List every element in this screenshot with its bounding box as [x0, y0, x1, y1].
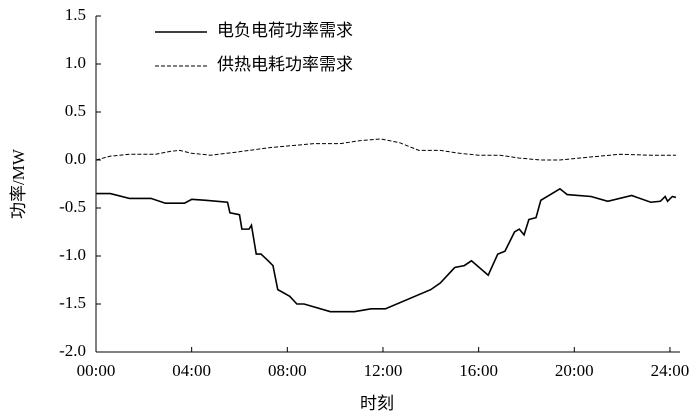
x-tick-label: 04:00 [172, 361, 211, 380]
y-tick-label: -1.0 [59, 245, 86, 264]
x-tick-label: 24:00 [651, 361, 690, 380]
y-axis-label: 功率/MW [9, 148, 28, 219]
x-tick-label: 16:00 [459, 361, 498, 380]
y-tick-label: -2.0 [59, 341, 86, 360]
y-tick-label: 0.0 [65, 149, 86, 168]
x-tick-label: 20:00 [555, 361, 594, 380]
x-axis-label: 时刻 [360, 394, 394, 413]
x-tick-label: 08:00 [268, 361, 307, 380]
y-tick-label: 1.5 [65, 5, 86, 24]
x-tick-label: 12:00 [364, 361, 403, 380]
y-tick-label: 1.0 [65, 53, 86, 72]
y-tick-label: -0.5 [59, 197, 86, 216]
series-line [95, 138, 676, 161]
y-tick-label: 0.5 [65, 101, 86, 120]
legend-label: 供热电耗功率需求 [217, 55, 353, 74]
y-tick-label: -1.5 [59, 293, 86, 312]
legend-label: 电负电荷功率需求 [217, 21, 353, 40]
x-tick-label: 00:00 [77, 361, 116, 380]
series-line [96, 187, 677, 313]
